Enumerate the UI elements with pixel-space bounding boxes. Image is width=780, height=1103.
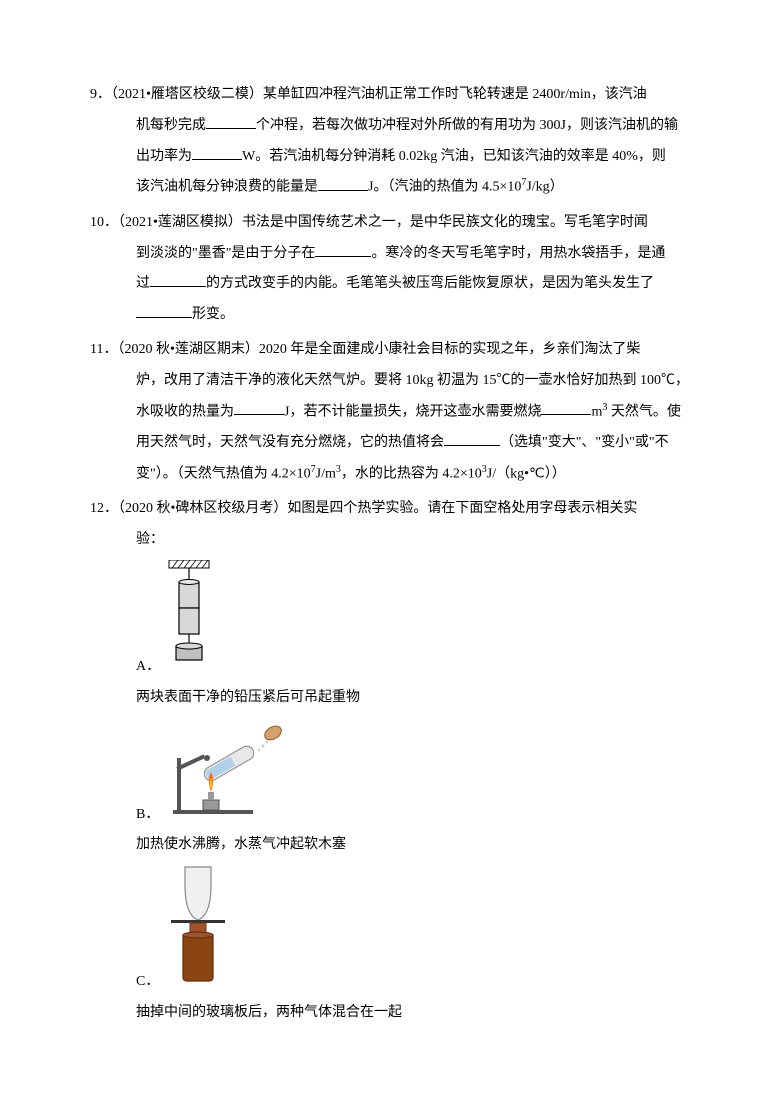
q9-line4: 该汽油机每分钟浪费的能量是J。（汽油的热值为 4.5×107J/kg） (90, 172, 690, 203)
q11-text2: 炉，改用了清洁干净的液化天然气炉。要将 10kg 初温为 15℃的一壶水恰好加热… (136, 373, 689, 388)
q11-text3b: J，若不计能量损失，烧开这壶水需要燃烧 (284, 404, 541, 419)
q9-text2b: 个冲程，若每次做功冲程对外所做的有用功为 300J，则该汽油机的输 (256, 118, 678, 133)
q10-source: （2021•莲湖区模拟） (118, 215, 242, 230)
q12-source: （2020 秋•碑林区校级月考） (118, 501, 287, 516)
caption-c: 抽掉中间的玻璃板后，两种气体混合在一起 (90, 998, 690, 1029)
diagram-b-boiling-tube (163, 718, 293, 831)
q11-text5c: ，水的比热容为 4.2×10 (341, 467, 482, 482)
q12-line2: 验： (90, 525, 690, 556)
q10-text3a: 过 (136, 276, 150, 291)
q9-line3: 出功率为 W。若汽油机每分钟消耗 0.02kg 汽油，已知该汽油的效率是 40%，… (90, 142, 690, 173)
q9-text4a: 该汽油机每分钟浪费的能量是 (136, 180, 318, 195)
blank (136, 302, 192, 318)
question-10: 10．（2021•莲湖区模拟）书法是中国传统艺术之一，是中华民族文化的瑰宝。写毛… (90, 208, 690, 331)
q10-line3: 过 的方式改变手的内能。毛笔笔头被压弯后能恢复原状，是因为笔头发生了 (90, 269, 690, 300)
q11-text4b: （选填"变大"、"变小"或"不 (500, 435, 669, 450)
q11-line2: 炉，改用了清洁干净的液化天然气炉。要将 10kg 初温为 15℃的一壶水恰好加热… (90, 366, 690, 397)
q9-text4b: J。（汽油的热值为 4.5×10 (368, 180, 521, 195)
q10-line2: 到淡淡的"墨香"是由于分子在 。寒冷的冬天写毛笔字时，用热水袋捂手，是通 (90, 239, 690, 270)
q11-line5: 变"）。（天然气热值为 4.2×107J/m3，水的比热容为 4.2×103J/… (90, 459, 690, 490)
q10-line4: 形变。 (90, 300, 690, 331)
option-c-label: C． (136, 967, 159, 998)
q9-line2: 机每秒完成 个冲程，若每次做功冲程对外所做的有用功为 300J，则该汽油机的输 (90, 111, 690, 142)
q10-number: 10． (90, 215, 118, 230)
q11-source: （2020 秋•莲湖区期末） (117, 342, 258, 357)
diagram-a-lead-cylinders (164, 560, 214, 683)
q12-number: 12． (90, 501, 118, 516)
q9-text3b: W。若汽油机每分钟消耗 0.02kg 汽油，已知该汽油的效率是 40%，则 (242, 149, 666, 164)
q11-text5d: J/（kg•℃）） (487, 467, 566, 482)
q11-line3: 水吸收的热量为J，若不计能量损失，烧开这壶水需要燃烧m3 天然气。使 (90, 397, 690, 428)
q11-text5a: 变"）。（天然气热值为 4.2×10 (136, 467, 311, 482)
blank (234, 399, 284, 415)
q11-text3d: 天然气。使 (607, 404, 681, 419)
diagram-c-gas-diffusion (163, 865, 233, 998)
blank (541, 399, 591, 415)
question-12: 12．（2020 秋•碑林区校级月考）如图是四个热学实验。请在下面空格处用字母表… (90, 494, 690, 1028)
q10-line1: 10．（2021•莲湖区模拟）书法是中国传统艺术之一，是中华民族文化的瑰宝。写毛… (90, 208, 690, 239)
q10-text4b: 形变。 (192, 307, 234, 322)
q9-text3a: 出功率为 (136, 149, 192, 164)
q11-text1: 2020 年是全面建成小康社会目标的实现之年，乡亲们淘汰了柴 (259, 342, 641, 357)
blank (150, 271, 206, 287)
q11-text5b: J/m (316, 467, 336, 482)
blank (318, 175, 368, 191)
q9-source: （2021•雁塔区校级二模） (111, 87, 263, 102)
q9-line1: 9．（2021•雁塔区校级二模）某单缸四冲程汽油机正常工作时飞轮转速是 2400… (90, 80, 690, 111)
question-9: 9．（2021•雁塔区校级二模）某单缸四冲程汽油机正常工作时飞轮转速是 2400… (90, 80, 690, 204)
q11-line4: 用天然气时，天然气没有充分燃烧，它的热值将会 （选填"变大"、"变小"或"不 (90, 428, 690, 459)
q9-text2a: 机每秒完成 (136, 118, 206, 133)
blank (315, 241, 371, 257)
blank (444, 430, 500, 446)
q12-option-c: C． (90, 865, 690, 998)
q12-line1: 12．（2020 秋•碑林区校级月考）如图是四个热学实验。请在下面空格处用字母表… (90, 494, 690, 525)
q12-text2: 验： (136, 532, 164, 547)
caption-b: 加热使水沸腾，水蒸气冲起软木塞 (90, 830, 690, 861)
q12-option-a: A． (90, 560, 690, 683)
caption-a: 两块表面干净的铅压紧后可吊起重物 (90, 683, 690, 714)
q10-text1: 书法是中国传统艺术之一，是中华民族文化的瑰宝。写毛笔字时闻 (242, 215, 648, 230)
q11-line1: 11．（2020 秋•莲湖区期末）2020 年是全面建成小康社会目标的实现之年，… (90, 335, 690, 366)
blank (192, 144, 242, 160)
q11-text4a: 用天然气时，天然气没有充分燃烧，它的热值将会 (136, 435, 444, 450)
option-b-label: B． (136, 800, 159, 831)
q10-text2b: 。寒冷的冬天写毛笔字时，用热水袋捂手，是通 (371, 246, 665, 261)
q12-option-b: B． (90, 718, 690, 831)
q11-text3c: m (591, 404, 602, 419)
q12-text1: 如图是四个热学实验。请在下面空格处用字母表示相关实 (287, 501, 637, 516)
q11-number: 11． (90, 342, 117, 357)
blank (206, 113, 256, 129)
question-11: 11．（2020 秋•莲湖区期末）2020 年是全面建成小康社会目标的实现之年，… (90, 335, 690, 490)
q11-text3a: 水吸收的热量为 (136, 404, 234, 419)
q9-number: 9． (90, 87, 111, 102)
q10-text2a: 到淡淡的"墨香"是由于分子在 (136, 246, 315, 261)
q9-text4c: J/kg） (526, 180, 563, 195)
q10-text3b: 的方式改变手的内能。毛笔笔头被压弯后能恢复原状，是因为笔头发生了 (206, 276, 654, 291)
option-a-label: A． (136, 652, 160, 683)
q9-text1: 某单缸四冲程汽油机正常工作时飞轮转速是 2400r/min，该汽油 (263, 87, 647, 102)
